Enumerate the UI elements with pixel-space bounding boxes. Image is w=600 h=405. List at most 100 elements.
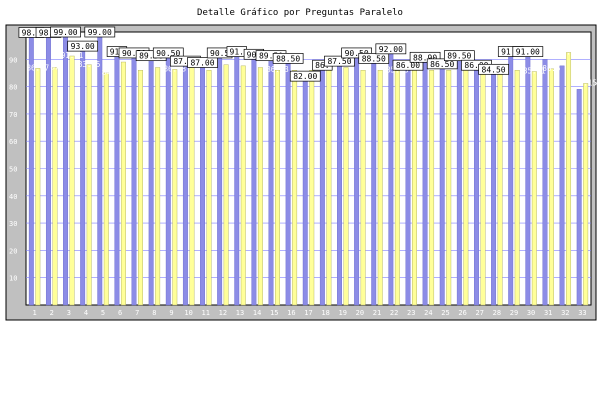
bar-series1-28 bbox=[491, 74, 497, 306]
data-label-series1: 93.00 bbox=[71, 42, 95, 51]
x-tick-label: 11 bbox=[202, 309, 210, 317]
data-label-box bbox=[272, 53, 304, 64]
x-tick-label: 14 bbox=[253, 309, 261, 317]
bar-series1-4 bbox=[80, 50, 86, 306]
x-tick-label: 12 bbox=[219, 309, 227, 317]
data-label-series2: 86.67 bbox=[27, 63, 50, 72]
bar-series1-1 bbox=[28, 37, 34, 306]
y-tick-label: 20 bbox=[9, 247, 17, 255]
bar-series2-15 bbox=[275, 70, 280, 306]
y-axis-ticks: 10 20 30 40 50 60 70 80 90 bbox=[9, 56, 17, 282]
data-label-box bbox=[392, 59, 424, 71]
data-label-series1: 87.50 bbox=[173, 57, 197, 66]
x-tick-label: 9 bbox=[169, 309, 173, 317]
y-tick-label: 40 bbox=[9, 193, 17, 201]
bar-series2-20 bbox=[360, 70, 366, 306]
bar-series1-24 bbox=[422, 62, 428, 306]
bar-series2-29 bbox=[514, 70, 520, 306]
bar-series1-17 bbox=[302, 80, 308, 306]
bar-series2-21 bbox=[377, 70, 383, 306]
data-label-box bbox=[512, 46, 544, 57]
bar-series2-24 bbox=[429, 70, 435, 306]
data-label-series1: 90. bbox=[247, 50, 261, 59]
bar-series2-28 bbox=[497, 70, 503, 306]
bar-series2-25 bbox=[446, 70, 452, 306]
data-label-box bbox=[426, 58, 458, 70]
data-label-series1: 88.50 bbox=[276, 54, 300, 63]
data-label-box bbox=[443, 50, 475, 62]
bar-series1-32 bbox=[559, 65, 565, 306]
bar-series2-13 bbox=[240, 65, 246, 306]
data-label-series1: 90.5 bbox=[210, 49, 229, 58]
x-tick-label: 20 bbox=[356, 309, 364, 317]
bar-series1-25 bbox=[439, 68, 445, 306]
bar-series1-21 bbox=[371, 63, 377, 306]
x-tick-label: 1 bbox=[32, 309, 36, 317]
bar-series1-19 bbox=[337, 65, 342, 306]
bar-series2-33 bbox=[583, 83, 589, 306]
y-tick-label: 10 bbox=[9, 275, 17, 283]
data-label-box bbox=[84, 26, 116, 38]
bar-series2-6 bbox=[120, 61, 126, 306]
x-tick-label: 5 bbox=[101, 309, 105, 317]
bar-series1-15 bbox=[268, 60, 274, 306]
data-label-box bbox=[324, 55, 355, 67]
data-label-series1: 89.50 bbox=[139, 52, 163, 61]
bar-series2-14 bbox=[257, 67, 263, 306]
bar-series1-7 bbox=[131, 57, 137, 306]
data-label-series1: 82.00 bbox=[293, 72, 317, 81]
bar-series2-7 bbox=[138, 70, 143, 306]
bars bbox=[28, 34, 589, 306]
bar-series1-33 bbox=[576, 89, 582, 306]
y-tick-label: 60 bbox=[9, 138, 17, 146]
bar-series2-31 bbox=[548, 68, 554, 306]
data-label-series2: 91.21 bbox=[61, 51, 84, 60]
data-label-series2: 84 bbox=[102, 68, 112, 77]
data-label-series1: 86.00 bbox=[464, 61, 488, 70]
data-label-box bbox=[152, 47, 184, 59]
x-tick-label: 7 bbox=[135, 309, 139, 317]
data-label-series1: 86. bbox=[315, 61, 329, 70]
data-label-series1: 91.0 bbox=[501, 48, 520, 57]
bar-series2-1 bbox=[35, 68, 41, 306]
bar-series2-16 bbox=[292, 70, 298, 306]
data-label-series1: 89.50 bbox=[447, 52, 471, 61]
data-label-box bbox=[67, 40, 99, 52]
data-label-series1: 84.50 bbox=[482, 65, 506, 74]
data-label-series1: 87.00 bbox=[190, 58, 214, 67]
x-tick-label: 29 bbox=[510, 309, 518, 317]
x-tick-label: 17 bbox=[304, 309, 312, 317]
x-tick-label: 18 bbox=[321, 309, 329, 317]
bar-series2-12 bbox=[223, 64, 229, 306]
bar-series2-27 bbox=[480, 70, 486, 306]
data-label-series1: 90.50 bbox=[156, 49, 180, 58]
data-label-series1: 98.0 bbox=[39, 28, 58, 37]
bar-series2-18 bbox=[326, 70, 332, 306]
data-label-series2: 81.15 bbox=[574, 78, 597, 87]
data-label-series1: 90.50 bbox=[122, 49, 146, 58]
bar-series1-13 bbox=[234, 56, 240, 306]
data-label-box bbox=[375, 43, 407, 55]
x-tick-label: 6 bbox=[118, 309, 122, 317]
x-tick-label: 19 bbox=[339, 309, 347, 317]
bar-series2-23 bbox=[412, 70, 417, 306]
data-label-box bbox=[478, 63, 509, 75]
x-axis-ticks: 1 2 3 4 5 6 7 8 9 10 11 12 13 14 15 16 17 18 19 20 21 22 23 24 2… bbox=[32, 309, 586, 317]
x-tick-label: 25 bbox=[441, 309, 449, 317]
data-label-box bbox=[341, 47, 372, 59]
bar-series1-12 bbox=[217, 57, 223, 306]
bar-series2-32 bbox=[566, 52, 572, 306]
data-label-series2: 86.5 bbox=[542, 64, 560, 73]
y-tick-label: 70 bbox=[9, 111, 17, 119]
chart-title: Detalle Gráfico por Preguntas Paralelo bbox=[197, 8, 403, 18]
data-label-series2: 87 bbox=[50, 62, 59, 71]
x-tick-label: 32 bbox=[561, 309, 569, 317]
x-tick-label: 21 bbox=[373, 309, 381, 317]
bar-series2-3 bbox=[69, 55, 75, 306]
bar-series2-2 bbox=[52, 67, 58, 306]
data-label-series2: 86.53 bbox=[266, 65, 289, 74]
data-label-box bbox=[409, 51, 441, 63]
bar-series2-8 bbox=[155, 67, 161, 306]
